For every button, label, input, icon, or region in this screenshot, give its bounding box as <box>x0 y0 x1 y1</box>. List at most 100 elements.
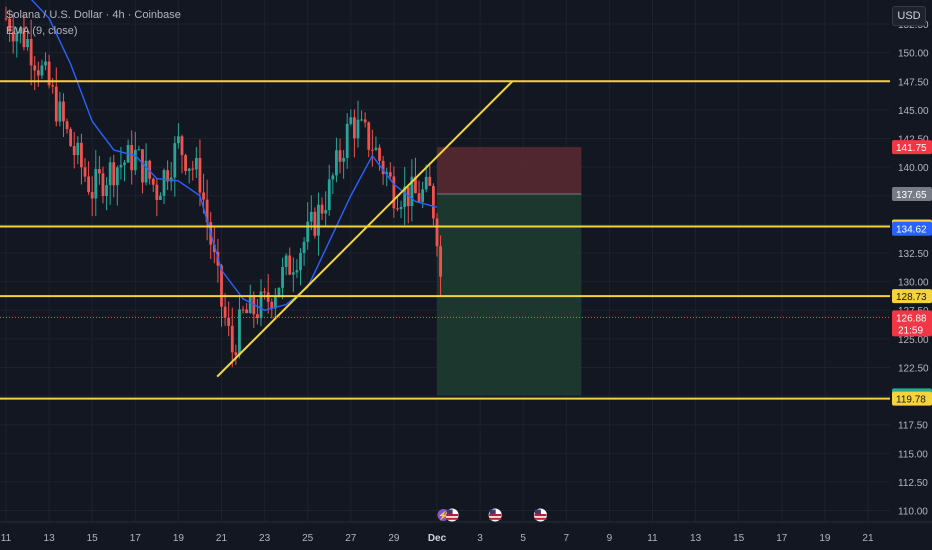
candle-body <box>202 192 205 200</box>
candle-body <box>284 255 288 268</box>
candle-body <box>223 306 227 318</box>
price-label-entry: 137.65 <box>892 187 932 202</box>
time-tick-label: 19 <box>819 533 831 544</box>
time-tick-label: 21 <box>862 533 874 544</box>
candle-body <box>97 169 101 174</box>
candle-body <box>392 176 396 209</box>
candle-body <box>65 121 69 130</box>
price-axis-background <box>890 0 932 550</box>
candle-body <box>356 119 360 139</box>
time-tick-label: 17 <box>130 533 142 544</box>
candle-body <box>428 176 432 186</box>
flag-canton <box>534 509 541 514</box>
us-flag-icon[interactable] <box>488 508 502 522</box>
time-tick-label: 11 <box>1 533 12 544</box>
flag-stripe <box>489 514 502 517</box>
candle-body <box>241 309 245 311</box>
candle-body <box>439 246 442 277</box>
price-label-stop: 141.75 <box>892 140 932 155</box>
candle-body <box>345 123 349 159</box>
candle-body <box>112 162 116 186</box>
candle-body <box>396 208 399 210</box>
candle-body <box>320 204 324 214</box>
candle-body <box>381 160 385 175</box>
candle-body <box>180 136 184 156</box>
candle-body <box>26 38 29 48</box>
price-label-value: 119.78 <box>896 395 926 406</box>
price-label-box <box>892 310 932 337</box>
candle-body <box>263 291 266 293</box>
time-tick-label: 25 <box>302 533 314 544</box>
price-label-value: 134.62 <box>896 225 927 236</box>
candle-body <box>212 244 216 253</box>
flag-stripe <box>446 517 459 520</box>
candle-body <box>317 204 320 236</box>
candle-body <box>40 65 44 76</box>
candle-body <box>173 143 177 178</box>
candle-body <box>151 178 155 185</box>
price-label-value: 128.73 <box>896 292 927 303</box>
candle-body <box>4 18 8 20</box>
candle-body <box>388 172 392 177</box>
us-flag-icon[interactable] <box>445 508 459 522</box>
take-profit-zone <box>436 194 582 396</box>
candle-body <box>205 199 209 223</box>
candle-body <box>72 146 76 156</box>
candle-body <box>367 122 371 150</box>
price-label-box <box>892 289 932 304</box>
ema-line <box>30 0 438 311</box>
price-label-countdown: 21:59 <box>898 325 923 336</box>
time-tick-label: 15 <box>733 533 745 544</box>
ema-indicator-label[interactable]: EMA (9, close) <box>6 25 78 37</box>
flag-canton <box>446 509 453 514</box>
candle-body <box>184 155 187 171</box>
price-tick-label: 147.50 <box>898 77 929 88</box>
price-label-ema: 134.62 <box>892 221 932 236</box>
candle-body <box>144 160 148 183</box>
candle-body <box>245 309 249 314</box>
candle-body <box>417 193 421 202</box>
candle-body <box>194 157 198 170</box>
candle-body <box>69 129 73 147</box>
candle-body <box>162 170 166 196</box>
flag-stripe <box>534 517 547 520</box>
candle-body <box>198 157 202 193</box>
candle-body <box>148 160 152 179</box>
candle-body <box>309 211 313 222</box>
us-flag-icon[interactable] <box>533 508 547 522</box>
candle-body <box>435 218 439 247</box>
candle-body <box>51 85 55 87</box>
candle-body <box>83 167 87 177</box>
candle-body <box>133 149 137 171</box>
candle-body <box>288 255 292 275</box>
candle-body <box>313 211 317 236</box>
candle-body <box>54 86 58 122</box>
price-label-level: 128.73 <box>892 289 932 304</box>
time-axis: 11 13 15 17 19 21 23 25 27 29 Dec 3 5 7 9 11 13 15 17 19 21 <box>0 521 932 550</box>
candle-body <box>137 149 141 151</box>
candle-body <box>363 119 367 123</box>
candle-body <box>123 162 126 165</box>
stop-loss-zone <box>436 147 582 195</box>
candle-body <box>18 27 22 34</box>
time-tick-label: Dec <box>428 533 447 544</box>
currency-button[interactable]: USD <box>892 6 926 26</box>
time-tick-label: 27 <box>345 533 357 544</box>
candle-body <box>176 136 180 144</box>
candle-body <box>360 119 363 121</box>
candle-body <box>331 175 335 180</box>
candle-body <box>259 291 263 319</box>
candle-body <box>187 168 191 171</box>
candle-body <box>424 176 428 190</box>
price-tick-label: 122.50 <box>898 363 929 374</box>
candle-body <box>227 317 231 326</box>
candle-body <box>302 241 306 253</box>
price-label-box <box>892 221 932 236</box>
candle-body <box>277 287 281 297</box>
flag-stripe <box>534 514 547 517</box>
flag-stripe <box>489 517 502 520</box>
candle-body <box>270 301 274 309</box>
time-tick-label: 29 <box>388 533 400 544</box>
